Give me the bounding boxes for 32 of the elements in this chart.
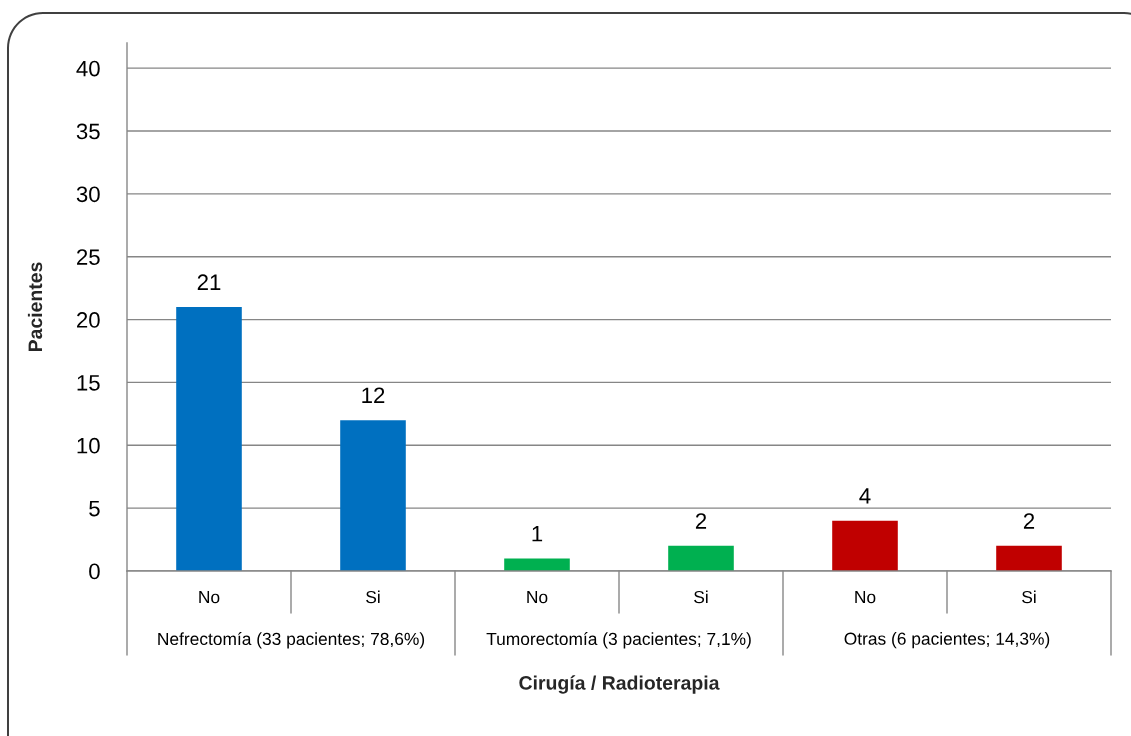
- y-tick-label: 0: [89, 563, 100, 580]
- y-axis-title: Pacientes: [27, 262, 43, 352]
- x-tick-label: Si: [366, 590, 380, 604]
- data-label: 2: [1023, 513, 1035, 529]
- bar: [340, 420, 406, 571]
- bar: [504, 558, 570, 571]
- bar: [832, 520, 898, 571]
- x-tick-label: Si: [694, 590, 708, 604]
- x-tick-label: No: [855, 591, 876, 604]
- text: Nefrectomía (33 pacientes; 78,6%): [158, 632, 425, 649]
- y-tick-label: 10: [77, 437, 100, 454]
- y-tick-label: 30: [76, 186, 100, 203]
- data-label: 1: [532, 526, 543, 542]
- y-tick-label: 20: [77, 312, 100, 328]
- x-axis-title: Cirugía / Radioterapia: [519, 675, 720, 694]
- bar: [668, 545, 734, 571]
- y-tick-label: 5: [89, 500, 100, 517]
- y-tick-label: 25: [77, 249, 100, 265]
- bar: [996, 545, 1062, 571]
- x-tick-label: Si: [1022, 590, 1036, 604]
- data-label: 21: [197, 274, 221, 290]
- text: Tumorectomía (3 pacientes; 7,1%): [486, 632, 751, 649]
- x-tick-label: No: [199, 591, 220, 604]
- y-tick-label: 35: [76, 123, 100, 140]
- x-tick-label: No: [527, 591, 548, 604]
- y-tick-label: 40: [76, 60, 100, 77]
- bar: [176, 307, 242, 571]
- data-label: 2: [695, 513, 707, 529]
- text: Otras (6 pacientes; 14,3%): [844, 632, 1050, 649]
- y-tick-label: 15: [77, 375, 100, 391]
- data-label: 4: [859, 488, 871, 504]
- data-label: 12: [362, 387, 385, 404]
